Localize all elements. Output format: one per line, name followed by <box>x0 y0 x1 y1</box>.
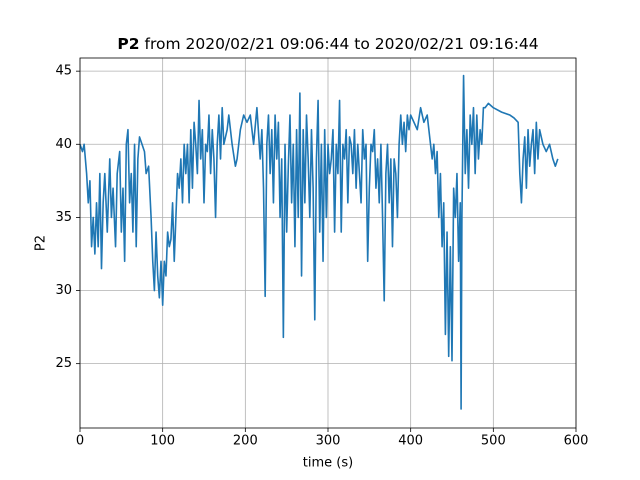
chart-title: P2 from 2020/02/21 09:06:44 to 2020/02/21… <box>117 35 538 53</box>
y-tick-label: 35 <box>55 210 72 225</box>
x-tick-label: 500 <box>481 434 506 449</box>
y-tick-label: 25 <box>55 356 72 371</box>
x-tick-label: 100 <box>150 434 175 449</box>
x-tick-label: 200 <box>233 434 258 449</box>
plot-frame <box>79 57 577 429</box>
x-axis-label: time (s) <box>303 456 353 471</box>
y-tick-label: 45 <box>55 64 72 79</box>
title-bold: P2 <box>117 35 139 53</box>
y-axis-label: P2 <box>34 235 49 251</box>
x-tick-label: 0 <box>76 434 84 449</box>
x-tick-label: 300 <box>316 434 341 449</box>
y-tick-label: 30 <box>55 283 72 298</box>
y-tick-label: 40 <box>55 137 72 152</box>
data-line <box>80 74 559 410</box>
x-tick-label: 600 <box>564 434 589 449</box>
x-tick-label: 400 <box>398 434 423 449</box>
title-text: from 2020/02/21 09:06:44 to 2020/02/21 0… <box>144 35 538 53</box>
